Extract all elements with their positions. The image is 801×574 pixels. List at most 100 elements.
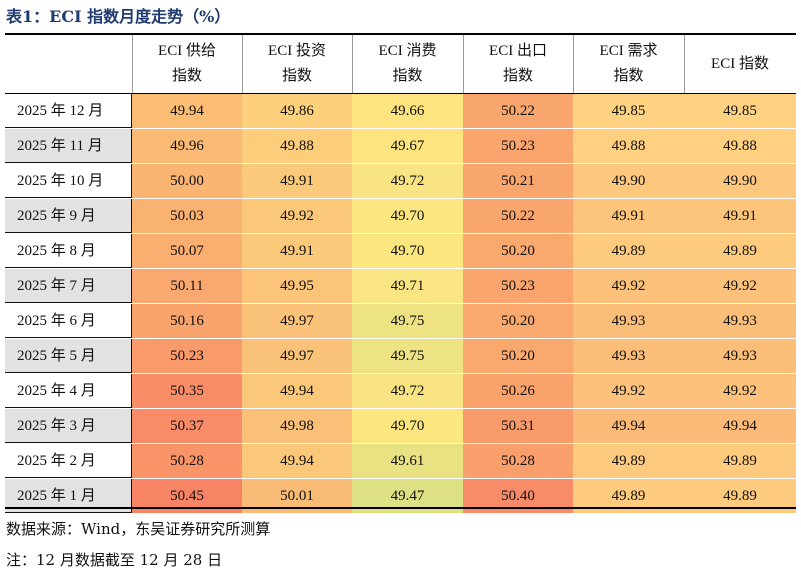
table-top-rule: [5, 33, 796, 35]
table-row: 2025 年 4 月 50.35 49.94 49.72 50.26 49.92 49.92: [5, 374, 796, 409]
table-cell: 50.00: [132, 164, 242, 198]
table-cell: 50.31: [463, 409, 573, 443]
table-cell: 49.90: [684, 164, 796, 198]
table-cell: 50.20: [463, 304, 573, 338]
header-rule: [5, 93, 796, 94]
row-label: 2025 年 10 月: [5, 164, 132, 198]
table-cell: 49.92: [684, 374, 796, 408]
row-label: 2025 年 12 月: [5, 94, 132, 128]
row-label: 2025 年 9 月: [5, 199, 132, 233]
column-header-line1: ECI 投资: [268, 43, 326, 59]
table-cell: 50.23: [463, 129, 573, 163]
table-cell: 49.70: [352, 234, 463, 268]
table-cell: 49.91: [684, 199, 796, 233]
table-cell: 50.35: [132, 374, 242, 408]
row-label: 2025 年 5 月: [5, 339, 132, 373]
table-cell: 49.71: [352, 269, 463, 303]
column-header: ECI 指数: [684, 35, 796, 93]
table-cell: 50.22: [463, 94, 573, 128]
header-divider: [684, 35, 685, 93]
table-cell: 49.89: [684, 444, 796, 478]
row-label: 2025 年 8 月: [5, 234, 132, 268]
header-divider: [352, 35, 353, 93]
table-cell: 50.28: [132, 444, 242, 478]
table-cell: 49.92: [684, 269, 796, 303]
table-cell: 49.70: [352, 409, 463, 443]
table-row: 2025 年 6 月 50.16 49.97 49.75 50.20 49.93 49.93: [5, 304, 796, 339]
table-cell: 50.21: [463, 164, 573, 198]
table-cell: 49.92: [242, 199, 352, 233]
row-label: 2025 年 3 月: [5, 409, 132, 443]
table-row: 2025 年 12 月 49.94 49.86 49.66 50.22 49.85 49.8…: [5, 94, 796, 129]
footnote: 注：12 月数据截至 12 月 28 日: [6, 551, 223, 569]
table-cell: 49.96: [132, 129, 242, 163]
table-row: 2025 年 2 月 50.28 49.94 49.61 50.28 49.89 49.89: [5, 444, 796, 479]
table-cell: 49.72: [352, 164, 463, 198]
table-cell: 49.89: [573, 444, 684, 478]
table-cell: 49.75: [352, 304, 463, 338]
column-header-line2: 指数: [171, 68, 202, 84]
eci-table: ECI 供给 指数 ECI 投资 指数 ECI 消费 指数 ECI 出口 指数 ECI 需求 指数…: [5, 33, 796, 513]
column-header: ECI 需求 指数: [573, 35, 684, 93]
column-header-line1: ECI 供给: [158, 43, 216, 59]
table-cell: 49.93: [573, 304, 684, 338]
table-cell: 49.93: [684, 304, 796, 338]
table-cell: 49.61: [352, 444, 463, 478]
column-header-line1: ECI 指数: [711, 55, 769, 72]
column-header: ECI 出口 指数: [463, 35, 573, 93]
header-divider: [573, 35, 574, 93]
column-header-line1: ECI 需求: [599, 43, 658, 59]
row-label: 2025 年 2 月: [5, 444, 132, 478]
table-cell: 49.85: [573, 94, 684, 128]
table-cell: 50.28: [463, 444, 573, 478]
column-header: ECI 供给 指数: [132, 35, 242, 93]
row-label: 2025 年 6 月: [5, 304, 132, 338]
table-row: 2025 年 7 月 50.11 49.95 49.71 50.23 49.92 49.92: [5, 269, 796, 304]
table-cell: 49.94: [573, 409, 684, 443]
header-divider: [463, 35, 464, 93]
source-note: 数据来源：Wind，东吴证券研究所测算: [6, 520, 271, 538]
table-cell: 49.94: [132, 94, 242, 128]
table-cell: 50.07: [132, 234, 242, 268]
table-cell: 49.67: [352, 129, 463, 163]
table-cell: 50.11: [132, 269, 242, 303]
table-row: 2025 年 3 月 50.37 49.98 49.70 50.31 49.94 49.94: [5, 409, 796, 444]
table-cell: 49.91: [242, 164, 352, 198]
table-cell: 49.94: [684, 409, 796, 443]
table-cell: 49.97: [242, 304, 352, 338]
table-body: 2025 年 12 月 49.94 49.86 49.66 50.22 49.85 49.8…: [5, 94, 796, 514]
table-cell: 49.93: [684, 339, 796, 373]
column-header: ECI 投资 指数: [242, 35, 352, 93]
table-cell: 49.75: [352, 339, 463, 373]
table-cell: 50.16: [132, 304, 242, 338]
column-header-line2: 指数: [281, 68, 312, 84]
table-cell: 49.89: [684, 234, 796, 268]
table-cell: 49.94: [242, 374, 352, 408]
table-row: 2025 年 5 月 50.23 49.97 49.75 50.20 49.93 49.93: [5, 339, 796, 374]
header-divider: [242, 35, 243, 93]
table-cell: 49.72: [352, 374, 463, 408]
row-label: 2025 年 11 月: [5, 129, 132, 163]
column-header-line2: 指数: [502, 68, 533, 84]
table-cell: 49.89: [573, 234, 684, 268]
table-cell: 50.20: [463, 234, 573, 268]
table-cell: 50.20: [463, 339, 573, 373]
table-cell: 49.88: [242, 129, 352, 163]
table-cell: 49.85: [684, 94, 796, 128]
column-header-line1: ECI 消费: [378, 43, 437, 59]
column-header-line1: ECI 出口: [489, 43, 547, 59]
table-header: ECI 供给 指数 ECI 投资 指数 ECI 消费 指数 ECI 出口 指数 ECI 需求 指数…: [5, 35, 796, 93]
table-row: 2025 年 11 月 49.96 49.88 49.67 50.23 49.88 49.8…: [5, 129, 796, 164]
row-label: 2025 年 7 月: [5, 269, 132, 303]
table-row: 2025 年 9 月 50.03 49.92 49.70 50.22 49.91 49.91: [5, 199, 796, 234]
table-cell: 49.92: [573, 374, 684, 408]
table-row: 2025 年 8 月 50.07 49.91 49.70 50.20 49.89 49.89: [5, 234, 796, 269]
table-bottom-rule: [5, 507, 796, 509]
table-cell: 49.90: [573, 164, 684, 198]
table-cell: 49.88: [684, 129, 796, 163]
table-cell: 49.95: [242, 269, 352, 303]
table-cell: 49.91: [242, 234, 352, 268]
column-header-line2: 指数: [392, 68, 423, 84]
table-cell: 49.88: [573, 129, 684, 163]
table-cell: 50.22: [463, 199, 573, 233]
